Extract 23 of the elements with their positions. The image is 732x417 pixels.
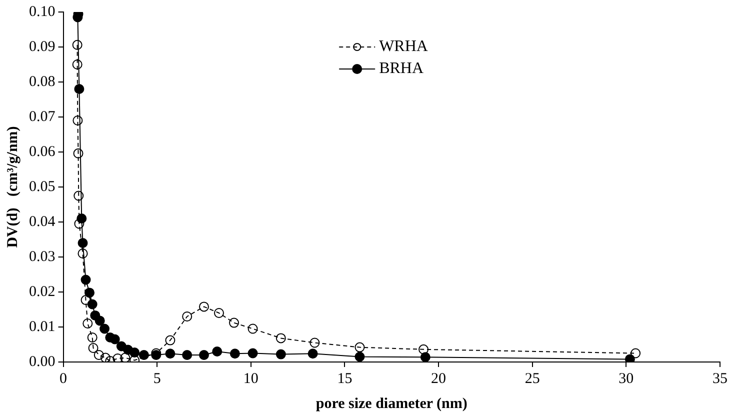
y-tick-label: 0.06 [29,144,56,160]
y-tick-label: 0.03 [29,248,56,265]
x-tick-label: 30 [618,370,634,387]
y-tick-label: 0.04 [29,214,56,230]
y-tick-label: 0.09 [29,38,56,55]
y-tick-label: 0.00 [29,354,56,370]
y-tick-label: 0.02 [29,284,56,300]
y-tick-label: 0.05 [29,178,56,195]
x-tick-label: 25 [524,370,540,387]
x-axis-title: pore size diameter (nm) [316,396,468,412]
y-tick-label: 0.10 [29,4,56,20]
y-tick-label: 0.07 [29,108,56,125]
legend-label: WRHA [379,38,428,56]
y-tick-label: 0.01 [29,318,56,335]
x-tick-label: 15 [337,370,352,387]
legend-label: BRHA [379,60,424,78]
x-tick-label: 20 [431,370,446,387]
x-tick-label: 5 [153,370,161,387]
x-tick-label: 10 [243,370,258,387]
x-tick-label: 35 [712,370,728,387]
y-axis-title: DV(d) (cm³/g/nm) [4,126,21,248]
x-tick-label: 0 [60,370,67,387]
y-tick-label: 0.08 [29,74,56,90]
